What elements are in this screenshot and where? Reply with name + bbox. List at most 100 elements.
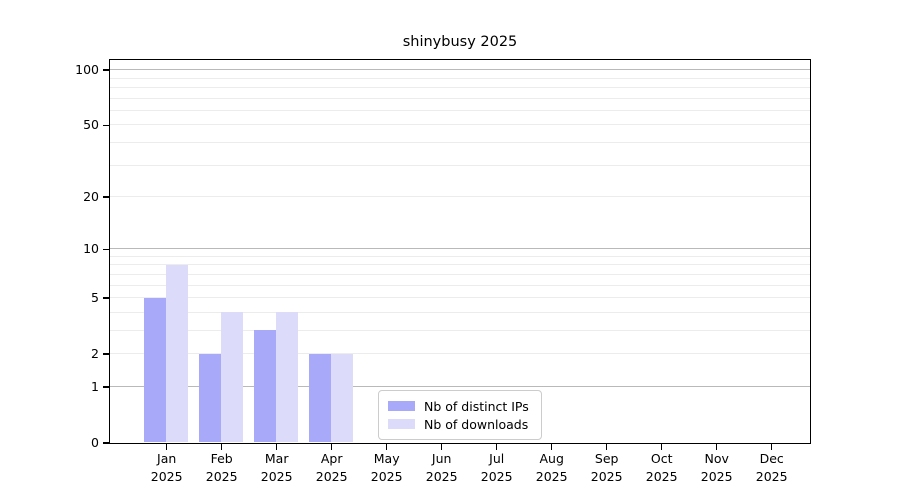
x-tick-year: 2025 <box>700 468 733 484</box>
bar-nb-of-distinct-ips-mar <box>254 330 277 443</box>
x-tick-month: Jun <box>431 451 452 466</box>
x-tick-month: Aug <box>539 451 564 466</box>
legend-swatch-nb-of-downloads <box>388 419 415 429</box>
gridline-minor <box>109 86 810 88</box>
y-axis-tick-mark <box>102 442 109 444</box>
bar-nb-of-distinct-ips-apr <box>309 353 332 443</box>
x-tick-year: 2025 <box>205 468 238 484</box>
y-axis-tick-label: 2 <box>91 346 99 362</box>
y-axis-tick-label: 0 <box>91 435 99 450</box>
gridline-major <box>109 385 810 387</box>
x-tick-year: 2025 <box>755 468 788 484</box>
legend-label: Nb of distinct IPs <box>424 398 529 414</box>
y-axis-tick-mark <box>102 124 109 127</box>
x-tick-month: May <box>373 451 400 466</box>
x-tick-year: 2025 <box>260 468 293 484</box>
gridline-minor <box>109 124 810 126</box>
x-axis-tick-mark <box>550 444 553 450</box>
gridline-minor <box>109 77 810 79</box>
x-axis-tick-label: May 2025 <box>352 450 422 485</box>
x-tick-year: 2025 <box>150 468 183 484</box>
gridline-minor <box>109 311 810 313</box>
y-axis-tick-label: 20 <box>83 189 99 205</box>
legend-swatch-nb-of-distinct-ips <box>388 401 415 411</box>
x-tick-month: Sep <box>594 451 619 466</box>
gridline-minor <box>109 109 810 111</box>
y-axis-tick-mark <box>102 69 109 71</box>
bar-nb-of-downloads-feb <box>221 312 244 443</box>
bar-nb-of-downloads-mar <box>276 312 299 443</box>
gridline-major <box>109 69 810 71</box>
legend-label: Nb of downloads <box>424 416 529 432</box>
x-axis-tick-mark <box>330 444 333 450</box>
x-axis-tick-label: Jul 2025 <box>462 450 532 485</box>
gridline-minor <box>109 297 810 299</box>
x-tick-month: Apr <box>320 451 343 466</box>
x-axis-tick-mark <box>275 444 278 450</box>
x-axis-tick-mark <box>220 444 223 450</box>
x-axis-tick-mark <box>165 444 168 450</box>
x-axis-tick-label: Oct 2025 <box>627 450 697 485</box>
plot-area <box>108 58 811 444</box>
gridline-minor <box>109 264 810 266</box>
x-axis-tick-label: Sep 2025 <box>572 450 642 485</box>
bar-nb-of-distinct-ips-jan <box>144 297 167 443</box>
bar-nb-of-distinct-ips-feb <box>199 353 222 443</box>
gridline-minor <box>109 141 810 143</box>
y-axis-tick-mark <box>102 353 109 355</box>
x-tick-year: 2025 <box>645 468 678 484</box>
bar-nb-of-downloads-apr <box>331 353 354 443</box>
gridline-major <box>109 248 810 250</box>
x-axis-tick-mark <box>385 444 388 450</box>
gridline-minor <box>109 329 810 331</box>
x-axis-tick-label: Feb 2025 <box>187 450 257 485</box>
x-axis-tick-label: Apr 2025 <box>297 450 367 485</box>
x-axis-tick-label: Mar 2025 <box>242 450 312 485</box>
x-axis-tick-label: Jun 2025 <box>407 450 477 485</box>
x-tick-month: Oct <box>650 451 673 466</box>
x-tick-month: Nov <box>704 451 729 466</box>
y-axis-tick-label: 50 <box>83 117 99 133</box>
legend: Nb of distinct IPs Nb of downloads <box>378 390 542 440</box>
x-tick-year: 2025 <box>425 468 458 484</box>
gridline-minor <box>109 97 810 99</box>
x-axis-tick-mark <box>715 444 718 450</box>
x-tick-year: 2025 <box>480 468 513 484</box>
legend-item: Nb of downloads <box>388 415 529 433</box>
gridline-minor <box>109 273 810 275</box>
y-axis-tick-mark <box>102 248 109 251</box>
x-axis-tick-mark <box>440 444 443 450</box>
x-tick-month: Dec <box>759 451 784 466</box>
x-axis-tick-label: Jan 2025 <box>132 450 202 485</box>
gridline-minor <box>109 255 810 257</box>
chart-title: shinybusy 2025 <box>402 34 518 50</box>
y-axis-tick-mark <box>102 386 109 388</box>
x-axis-tick-mark <box>660 444 663 450</box>
x-axis-tick-mark <box>770 444 773 450</box>
y-axis-tick-label: 100 <box>75 62 99 78</box>
y-axis-tick-mark <box>102 297 109 299</box>
x-axis-tick-label: Aug 2025 <box>517 450 587 485</box>
y-axis-tick-label: 10 <box>83 241 99 257</box>
x-tick-year: 2025 <box>535 468 568 484</box>
gridline-minor <box>109 164 810 166</box>
legend-item: Nb of distinct IPs <box>388 397 529 415</box>
y-axis-tick-label: 5 <box>91 290 99 306</box>
gridline-minor <box>109 284 810 286</box>
x-tick-month: Mar <box>264 451 289 466</box>
x-axis-tick-label: Dec 2025 <box>737 450 807 485</box>
gridline-minor <box>109 196 810 198</box>
x-tick-month: Jan <box>157 451 177 466</box>
x-axis-tick-mark <box>495 444 498 450</box>
bar-nb-of-downloads-jan <box>166 264 189 443</box>
x-tick-year: 2025 <box>370 468 403 484</box>
x-tick-month: Feb <box>210 451 233 466</box>
x-tick-month: Jul <box>489 451 505 466</box>
x-tick-year: 2025 <box>315 468 348 484</box>
x-axis-tick-mark <box>605 444 608 450</box>
y-axis-tick-mark <box>102 196 109 198</box>
y-axis-tick-label: 1 <box>91 378 99 394</box>
x-tick-year: 2025 <box>590 468 623 484</box>
x-axis-tick-label: Nov 2025 <box>682 450 752 485</box>
